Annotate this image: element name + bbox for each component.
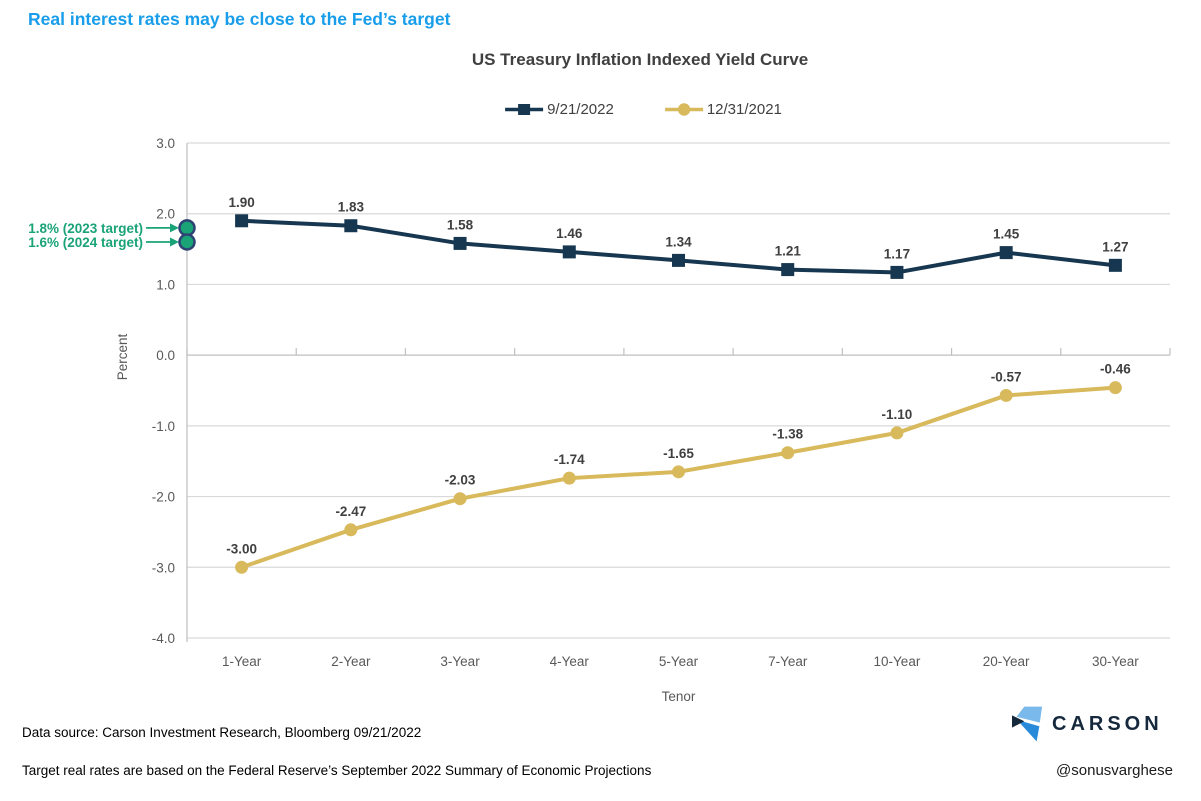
y-axis-title: Percent bbox=[115, 333, 130, 380]
data-label: -0.57 bbox=[991, 369, 1022, 384]
data-label: 1.27 bbox=[1102, 239, 1128, 254]
footnote-text: Target real rates are based on the Feder… bbox=[22, 763, 652, 778]
data-point-marker bbox=[1108, 258, 1122, 272]
x-tick-label: 5-Year bbox=[659, 654, 699, 669]
carson-logo: CARSON bbox=[1012, 706, 1163, 742]
data-label: -0.46 bbox=[1100, 362, 1131, 377]
data-label: -3.00 bbox=[226, 541, 257, 556]
data-label: 1.34 bbox=[665, 234, 692, 249]
legend-circle-marker-icon bbox=[664, 103, 703, 116]
y-tick-label: 1.0 bbox=[156, 277, 175, 292]
x-tick-label: 1-Year bbox=[222, 654, 262, 669]
annotation-arrowhead-icon bbox=[170, 237, 179, 247]
data-label: -1.65 bbox=[663, 446, 694, 461]
data-label: 1.83 bbox=[338, 200, 365, 215]
y-tick-label: -2.0 bbox=[152, 490, 175, 505]
data-label: 1.58 bbox=[447, 217, 474, 232]
x-tick-label: 10-Year bbox=[874, 654, 921, 669]
data-point-marker bbox=[890, 426, 904, 440]
y-tick-label: 0.0 bbox=[156, 348, 175, 363]
legend-label: 12/31/2021 bbox=[706, 101, 782, 118]
data-point-marker bbox=[344, 219, 358, 233]
data-label: -1.74 bbox=[554, 452, 585, 467]
data-label: 1.90 bbox=[228, 195, 254, 210]
x-axis-title: Tenor bbox=[662, 689, 696, 704]
data-point-marker bbox=[890, 265, 904, 279]
data-point-marker bbox=[344, 523, 358, 537]
y-tick-label: 2.0 bbox=[156, 207, 175, 222]
data-point-marker bbox=[672, 465, 685, 479]
chart-title: US Treasury Inflation Indexed Yield Curv… bbox=[471, 50, 809, 69]
data-label: -1.38 bbox=[772, 427, 803, 442]
carson-logo-icon bbox=[1012, 706, 1043, 742]
carson-wordmark: CARSON bbox=[1052, 712, 1163, 735]
data-point-marker bbox=[235, 214, 249, 228]
data-label: 1.46 bbox=[556, 226, 583, 241]
legend-square-marker-icon bbox=[505, 104, 544, 115]
data-label: -1.10 bbox=[882, 407, 913, 422]
legend: 9/21/2022 12/31/2021 bbox=[504, 101, 782, 118]
data-source-text: Data source: Carson Investment Research,… bbox=[22, 725, 422, 740]
annotation-label: 1.8% (2023 target) bbox=[28, 221, 143, 236]
y-tick-label: -3.0 bbox=[152, 560, 175, 575]
y-tick-label: 3.0 bbox=[156, 136, 175, 151]
data-label: 1.45 bbox=[993, 227, 1020, 242]
data-label: 1.21 bbox=[775, 244, 802, 259]
annotation-label: 1.6% (2024 target) bbox=[28, 235, 143, 250]
data-point-marker bbox=[672, 253, 685, 267]
data-point-marker bbox=[562, 471, 576, 485]
data-point-marker bbox=[999, 246, 1013, 260]
data-point-marker bbox=[781, 446, 795, 460]
data-point-marker bbox=[562, 245, 576, 259]
data-point-marker bbox=[235, 560, 249, 574]
data-point-marker bbox=[999, 388, 1013, 402]
data-point-marker bbox=[781, 263, 795, 277]
data-label: 1.17 bbox=[884, 246, 910, 261]
annotation-arrowhead-icon bbox=[170, 223, 179, 233]
x-tick-label: 4-Year bbox=[550, 654, 590, 669]
target-dot-icon bbox=[178, 233, 196, 251]
y-tick-label: -1.0 bbox=[152, 419, 175, 434]
data-label: -2.03 bbox=[445, 473, 476, 488]
social-handle: @sonusvarghese bbox=[1056, 762, 1173, 779]
legend-item-12-31-2021: 12/31/2021 bbox=[664, 101, 782, 118]
target-dot-icon bbox=[178, 219, 196, 237]
data-point-marker bbox=[453, 492, 467, 506]
x-tick-label: 3-Year bbox=[440, 654, 480, 669]
x-tick-label: 30-Year bbox=[1092, 654, 1139, 669]
legend-item-9-21-2022: 9/21/2022 bbox=[504, 101, 614, 118]
y-tick-label: -4.0 bbox=[152, 631, 175, 646]
x-tick-label: 7-Year bbox=[768, 654, 808, 669]
legend-label: 9/21/2022 bbox=[547, 101, 614, 118]
data-point-marker bbox=[1108, 381, 1122, 395]
data-label: -2.47 bbox=[335, 504, 366, 519]
x-tick-label: 20-Year bbox=[983, 654, 1030, 669]
data-point-marker bbox=[453, 236, 467, 250]
page-title: Real interest rates may be close to the … bbox=[28, 9, 451, 29]
x-tick-label: 2-Year bbox=[331, 654, 371, 669]
